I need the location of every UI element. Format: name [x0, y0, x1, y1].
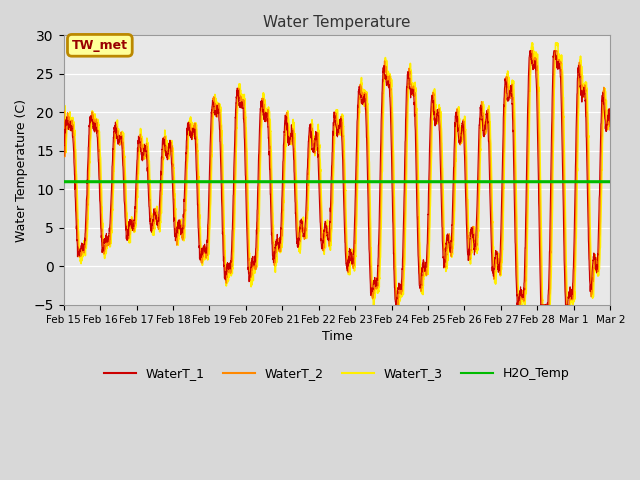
WaterT_2: [60, 110, 67, 116]
WaterT_3: [370, 302, 378, 308]
WaterT_3: [456, 120, 463, 126]
Title: Water Temperature: Water Temperature: [263, 15, 411, 30]
Y-axis label: Water Temperature (C): Water Temperature (C): [15, 99, 28, 241]
WaterT_1: [392, 302, 399, 308]
WaterT_1: [172, 236, 179, 241]
WaterT_1: [60, 153, 67, 159]
WaterT_2: [527, 48, 534, 54]
WaterT_1: [490, 264, 498, 270]
WaterT_2: [392, 302, 400, 308]
WaterT_2: [600, 98, 608, 104]
WaterT_3: [407, 67, 415, 73]
H2O_Temp: [407, 179, 415, 185]
WaterT_1: [526, 48, 534, 54]
WaterT_1: [600, 111, 608, 117]
WaterT_2: [407, 82, 415, 88]
WaterT_3: [528, 40, 536, 46]
WaterT_1: [523, 146, 531, 152]
H2O_Temp: [600, 179, 608, 185]
WaterT_2: [607, 106, 614, 111]
H2O_Temp: [60, 179, 67, 185]
H2O_Temp: [172, 179, 179, 185]
WaterT_2: [523, 206, 531, 212]
H2O_Temp: [455, 179, 463, 185]
WaterT_3: [523, 262, 531, 268]
WaterT_2: [490, 274, 498, 280]
WaterT_3: [600, 86, 608, 92]
H2O_Temp: [490, 179, 498, 185]
Line: WaterT_2: WaterT_2: [63, 51, 611, 305]
WaterT_1: [407, 86, 415, 92]
WaterT_3: [490, 266, 498, 272]
H2O_Temp: [523, 179, 531, 185]
WaterT_2: [456, 128, 463, 133]
H2O_Temp: [607, 179, 614, 185]
Legend: WaterT_1, WaterT_2, WaterT_3, H2O_Temp: WaterT_1, WaterT_2, WaterT_3, H2O_Temp: [99, 362, 575, 385]
X-axis label: Time: Time: [321, 330, 353, 343]
WaterT_3: [172, 205, 179, 211]
WaterT_1: [456, 140, 463, 146]
Text: TW_met: TW_met: [72, 39, 128, 52]
WaterT_2: [172, 232, 179, 238]
WaterT_1: [607, 127, 614, 133]
Line: WaterT_1: WaterT_1: [63, 51, 611, 305]
WaterT_3: [607, 107, 614, 112]
Line: WaterT_3: WaterT_3: [63, 43, 611, 305]
WaterT_3: [60, 106, 67, 112]
